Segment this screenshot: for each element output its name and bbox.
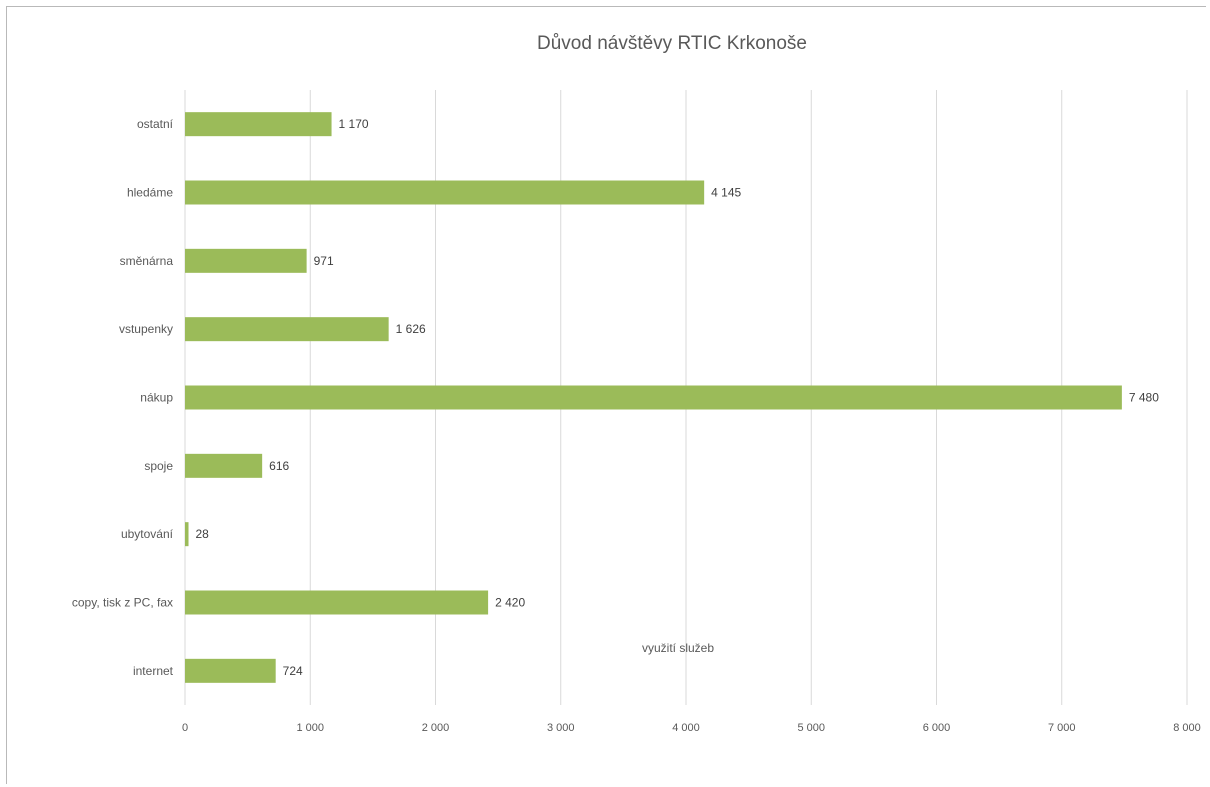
category-label: nákup: [140, 391, 173, 405]
bar: [185, 453, 263, 478]
category-label: vstupenky: [119, 322, 173, 336]
bar: [185, 248, 307, 273]
x-tick-label: 8 000: [1173, 722, 1201, 734]
data-label: 724: [283, 664, 303, 678]
bar: [185, 590, 489, 615]
category-label: směnárna: [120, 254, 174, 268]
bar: [185, 385, 1122, 410]
x-tick-label: 5 000: [797, 722, 825, 734]
x-tick-label: 1 000: [296, 722, 324, 734]
x-axis-ticks: 0 1 000 2 000 3 000 4 000 5 000 6 000 7 000 8 00…: [182, 722, 1201, 734]
x-tick-label: 4 000: [672, 722, 700, 734]
category-label: ubytování: [121, 527, 174, 541]
category-label: ostatní: [137, 117, 174, 131]
bar: [185, 658, 276, 683]
bar: [185, 180, 705, 205]
bar: [185, 112, 332, 137]
data-label: 7 480: [1129, 391, 1159, 405]
data-label: 1 170: [339, 117, 369, 131]
data-label: 616: [269, 459, 289, 473]
category-labels: internet copy, tisk z PC, fax ubytování spo…: [72, 117, 174, 678]
data-label: 971: [314, 254, 334, 268]
x-tick-label: 3 000: [547, 722, 575, 734]
data-label: 28: [196, 527, 210, 541]
x-tick-label: 7 000: [1048, 722, 1076, 734]
data-label: 1 626: [396, 322, 426, 336]
x-tick-label: 0: [182, 722, 188, 734]
x-tick-label: 6 000: [923, 722, 951, 734]
bars: [185, 112, 1122, 683]
bar: [185, 522, 189, 547]
chart-frame: [6, 6, 1206, 784]
chart-title: Důvod návštěvy RTIC Krkonoše: [537, 33, 807, 54]
category-label: copy, tisk z PC, fax: [72, 596, 173, 610]
category-label: hledáme: [127, 186, 173, 200]
x-axis-title: využití služeb: [642, 641, 714, 655]
x-tick-label: 2 000: [422, 722, 450, 734]
data-label: 4 145: [711, 186, 741, 200]
bar: [185, 317, 389, 342]
category-label: spoje: [144, 459, 173, 473]
data-label: 2 420: [495, 596, 525, 610]
data-labels: 724 2 420 28 616 7 480 1 626 971 4 145 1 170: [196, 117, 1160, 678]
category-label: internet: [133, 664, 174, 678]
